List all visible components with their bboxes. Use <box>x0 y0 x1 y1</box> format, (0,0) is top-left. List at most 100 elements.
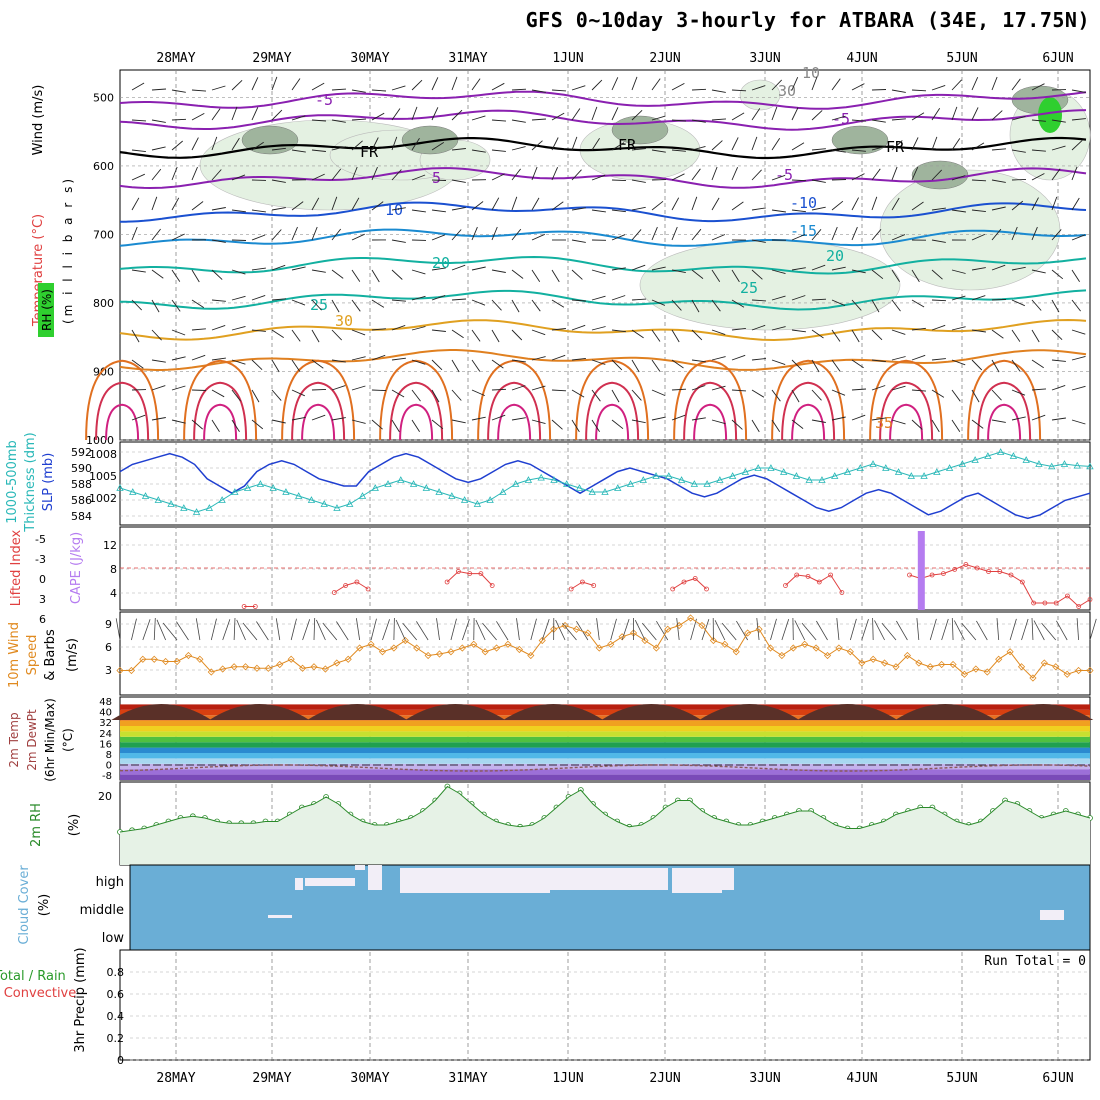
wind-barb <box>256 621 269 641</box>
wind-barb <box>771 79 783 91</box>
wind-barb <box>731 201 744 211</box>
lifted-index-point <box>974 565 980 571</box>
wind-tick: 9 <box>105 618 112 631</box>
date-tick-top: 31MAY <box>448 51 487 66</box>
wind-barb <box>794 620 806 641</box>
wind-barb <box>211 108 221 121</box>
wind-barb <box>971 267 986 271</box>
wind-barb <box>551 167 559 181</box>
wind-barb <box>891 356 906 361</box>
wind-barb <box>1011 226 1018 241</box>
wind-speed-point <box>709 636 717 645</box>
wind-barb <box>771 389 781 402</box>
wind-barb <box>531 166 538 181</box>
wind-barb <box>991 419 1006 423</box>
wind-barb <box>191 419 203 430</box>
wind-barb <box>711 234 726 241</box>
wind-barb <box>451 329 464 339</box>
wind-barb <box>271 179 286 183</box>
wind-barb <box>171 269 181 282</box>
wind-barb <box>951 106 958 121</box>
thickness-point <box>397 476 405 483</box>
wind-barb <box>791 267 806 271</box>
rh-tick: 20 <box>98 790 112 803</box>
wind-barb <box>891 197 900 211</box>
temperature-peak <box>895 704 996 720</box>
wind-barb <box>714 620 726 641</box>
wind-barb <box>291 266 306 271</box>
wind-barb <box>871 269 884 280</box>
slp-tick: 1002 <box>89 492 117 505</box>
wind-speed-point <box>903 651 911 660</box>
temperature-contour <box>595 403 630 441</box>
contour-label: 20 <box>826 247 844 265</box>
wind-barb <box>431 234 446 241</box>
wind-barb <box>791 179 807 182</box>
wind-barb <box>671 414 686 421</box>
wind-barb <box>951 617 954 641</box>
temperature-contour <box>967 359 1042 441</box>
thickness-point <box>869 460 877 467</box>
chart-title: GFS 0~10day 3-hourly for ATBARA (34E, 17… <box>525 8 1090 32</box>
wind-barb <box>971 329 986 333</box>
wind-barb <box>431 142 445 151</box>
wind-barb <box>191 137 199 151</box>
wind-barb <box>711 140 723 151</box>
wind-barb <box>911 137 919 151</box>
lifted-index-tick: -3 <box>35 553 46 566</box>
wind-barb <box>891 118 906 121</box>
wind-barb <box>156 619 167 641</box>
wind-barb <box>171 419 186 424</box>
wind-barb <box>271 207 286 211</box>
wind-barb <box>475 619 486 641</box>
wind-barb <box>831 78 841 91</box>
wind-barb <box>751 169 762 181</box>
wind-barb <box>931 207 946 211</box>
y-label-precip: 3hr Precip (mm) <box>73 947 88 1052</box>
wind-barb <box>751 108 761 121</box>
wind-barb <box>291 149 306 153</box>
wind-barb <box>531 419 546 425</box>
y-label-precip-total: Total / Rain <box>0 969 66 984</box>
wind-barb <box>391 389 405 398</box>
wind-barb <box>831 416 846 421</box>
wind-barb <box>311 329 320 343</box>
wind-barb <box>311 82 325 91</box>
wind-barb <box>371 269 380 283</box>
wind-barb <box>131 329 140 343</box>
wind-barb <box>391 269 403 280</box>
wind-barb <box>831 200 844 211</box>
wind-speed-point <box>1017 663 1026 671</box>
wind-barb <box>531 233 545 241</box>
temperature-band <box>120 747 1090 753</box>
temperature-band <box>120 731 1090 737</box>
wind-barb <box>336 621 349 641</box>
precip-tick: 0.6 <box>107 988 125 1001</box>
wind-barb <box>231 79 243 91</box>
thickness-markers <box>116 448 1094 515</box>
wind-barb <box>142 619 151 641</box>
wind-barb <box>891 140 903 151</box>
wind-tick: 3 <box>105 664 112 677</box>
dewpoint-line <box>119 764 1091 772</box>
wind-barb <box>571 169 582 181</box>
wind-barb <box>551 137 559 151</box>
wind-barb <box>571 389 585 398</box>
wind-barb <box>931 136 938 151</box>
wind-barb <box>911 389 927 392</box>
wind-barb <box>871 299 880 313</box>
cloud-gap <box>672 868 722 893</box>
thickness-line <box>119 451 1091 513</box>
wind-barb <box>551 89 567 92</box>
wind-barb <box>371 166 378 181</box>
wind-barb <box>951 79 962 91</box>
wind-barb <box>511 168 521 181</box>
wind-barb <box>731 89 747 92</box>
wind-barb <box>530 618 537 641</box>
date-tick-top: 1JUN <box>552 51 583 66</box>
wind-speed-point <box>835 644 843 652</box>
wind-barb <box>1041 622 1057 641</box>
wind-barb <box>861 618 869 641</box>
wind-barb <box>131 149 146 153</box>
rh-high-area <box>911 160 969 190</box>
